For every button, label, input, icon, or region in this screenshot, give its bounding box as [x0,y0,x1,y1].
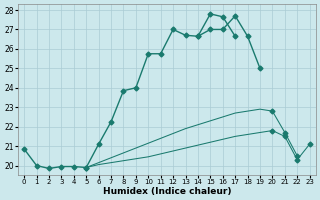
X-axis label: Humidex (Indice chaleur): Humidex (Indice chaleur) [103,187,231,196]
